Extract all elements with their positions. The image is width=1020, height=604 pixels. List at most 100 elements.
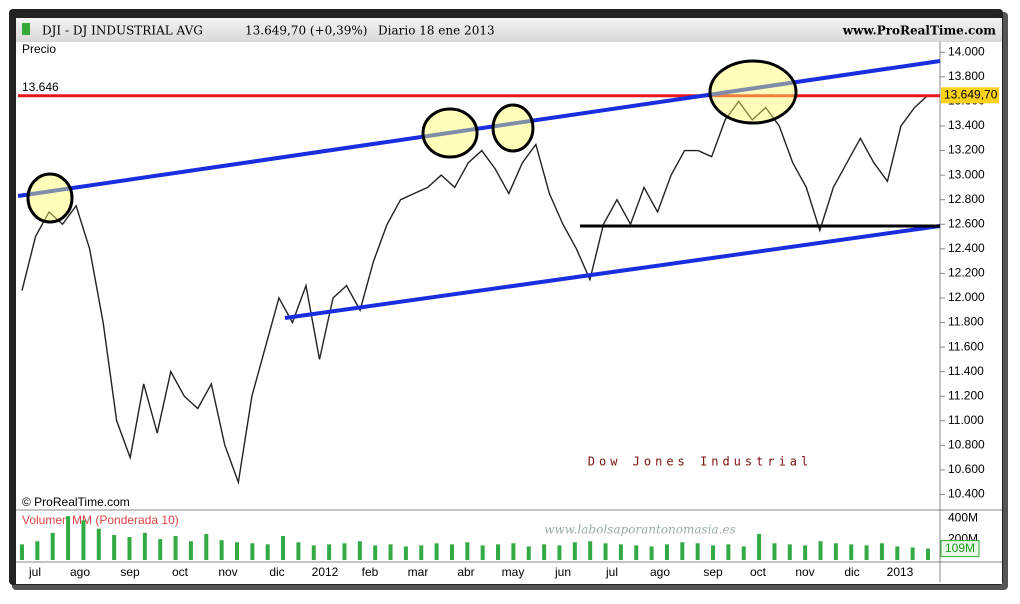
volume-bar xyxy=(342,543,347,560)
y-tick-label: 12.400 xyxy=(948,241,985,255)
volume-bar xyxy=(511,543,516,560)
volume-bar xyxy=(419,545,424,560)
volume-bar xyxy=(496,544,501,560)
volume-bar xyxy=(772,543,777,560)
x-tick-label: dic xyxy=(269,565,284,579)
volume-bar xyxy=(296,542,301,560)
volume-bar xyxy=(173,536,178,560)
y-tick-label: 13.800 xyxy=(948,69,985,83)
volume-bar xyxy=(403,546,408,560)
volume-bar xyxy=(588,541,593,560)
x-tick-label: abr xyxy=(457,565,474,579)
volume-bar xyxy=(265,544,270,560)
volume-bar xyxy=(434,543,439,560)
volume-bar xyxy=(910,547,915,560)
y-tick-label: 13.400 xyxy=(948,118,985,132)
x-tick-label: sep xyxy=(120,565,140,579)
x-tick-label: jun xyxy=(554,565,571,579)
x-tick-label: mar xyxy=(408,565,429,579)
volume-bar xyxy=(281,536,286,560)
icon xyxy=(22,23,30,35)
volume-label: Volumen MM (Ponderada 10) xyxy=(22,513,179,527)
volume-bar xyxy=(327,544,332,560)
x-tick-label: 2012 xyxy=(312,565,339,579)
highlight-circle xyxy=(26,172,74,224)
trendline xyxy=(17,59,941,198)
highlight-circle xyxy=(708,59,798,125)
volume-bar xyxy=(557,545,562,560)
volume-bar xyxy=(127,537,132,560)
volume-bar xyxy=(833,543,838,560)
volume-bar xyxy=(879,543,884,560)
volume-bar xyxy=(188,541,193,560)
watermark: www.labolsaporantonomasia.es xyxy=(544,523,736,537)
x-tick-label: nov xyxy=(218,565,237,579)
volume-bar xyxy=(695,543,700,560)
y-tick-label: 11.400 xyxy=(948,364,984,378)
header-title: DJI - DJ INDUSTRIAL AVG xyxy=(42,24,203,38)
x-tick-label: may xyxy=(502,565,525,579)
y-tick-label: 12.800 xyxy=(948,192,985,206)
x-tick-label: oct xyxy=(172,565,189,579)
volume-bar xyxy=(250,543,255,560)
volume-bar xyxy=(542,544,547,560)
highlight-circle xyxy=(421,107,479,159)
last-value-box xyxy=(941,87,999,104)
last-value-label: 13.649,70 xyxy=(944,87,998,101)
header-bar xyxy=(16,18,1002,42)
volume-bar xyxy=(204,533,209,560)
panel xyxy=(16,18,1002,584)
x-tick-label: jul xyxy=(28,565,41,579)
volume-bar xyxy=(634,545,639,560)
volume-last-label: 109M xyxy=(945,541,975,555)
volume-bar xyxy=(142,532,147,560)
volume-bar xyxy=(219,540,224,560)
volume-bar xyxy=(649,546,654,560)
volume-bar xyxy=(234,542,239,560)
x-tick-label: 2013 xyxy=(887,565,914,579)
volume-bar xyxy=(526,546,531,560)
volume-bar xyxy=(449,544,454,560)
volume-bar xyxy=(158,539,163,560)
caption: Dow Jones Industrial xyxy=(588,455,813,469)
volume-bar xyxy=(20,544,24,560)
volume-bar xyxy=(50,532,55,560)
volume-bar xyxy=(373,545,378,560)
y-tick-label: 12.200 xyxy=(948,266,985,280)
volume-bar xyxy=(711,545,716,560)
volume-bar xyxy=(741,546,746,560)
header-quote: 13.649,70 (+0,39%) xyxy=(245,24,367,38)
x-tick-label: feb xyxy=(362,565,379,579)
x-tick-label: jul xyxy=(605,565,618,579)
x-tick-label: ago xyxy=(70,565,90,579)
volume-tick-label: 400M xyxy=(948,510,978,524)
y-tick-label: 10.600 xyxy=(948,462,985,476)
y-tick-label: 14.000 xyxy=(948,44,985,58)
x-tick-label: ago xyxy=(650,565,670,579)
volume-bar xyxy=(572,542,577,560)
y-tick-label: 12.000 xyxy=(948,290,985,304)
y-tick-label: 10.400 xyxy=(948,487,985,501)
volume-bar xyxy=(787,544,792,560)
volume-bar xyxy=(680,542,685,560)
volume-bar xyxy=(480,545,485,560)
x-tick-label: nov xyxy=(795,565,814,579)
price-label: Precio xyxy=(22,42,56,56)
volume-bar xyxy=(603,543,608,560)
y-tick-label: 11.600 xyxy=(948,339,984,353)
volume-bar xyxy=(818,541,823,560)
x-tick-label: sep xyxy=(703,565,723,579)
volume-bar xyxy=(357,541,362,560)
price-line xyxy=(21,94,929,485)
y-tick-label: 11.200 xyxy=(948,388,984,402)
volume-bar xyxy=(96,528,101,560)
header-site: www.ProRealTime.com xyxy=(842,24,997,38)
plot: 10.400 10.600 10.800 11.000 11.200 11.400 11.6… xyxy=(18,44,999,579)
volume-bar xyxy=(81,520,86,560)
y-tick-label: 13.000 xyxy=(948,167,985,181)
volume-bar xyxy=(35,541,40,560)
trendline xyxy=(284,224,941,320)
volume-bar xyxy=(465,542,470,560)
